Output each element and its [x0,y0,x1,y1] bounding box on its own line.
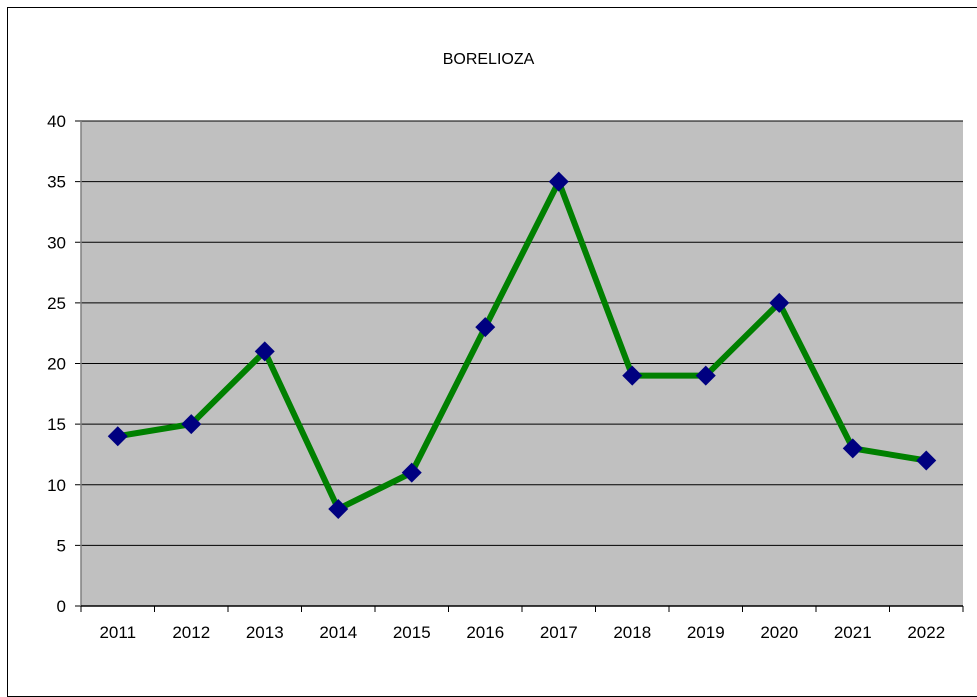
x-tick-label: 2011 [99,623,136,642]
data-point-marker [695,365,716,386]
y-tick-label: 15 [47,415,66,434]
data-point-marker [916,450,937,471]
y-tick-label: 20 [47,355,66,374]
data-point-marker [842,438,863,459]
y-tick-label: 0 [57,597,66,616]
data-point-marker [769,292,790,313]
data-point-marker [181,414,202,435]
data-point-marker [254,341,275,362]
data-point-marker [548,171,569,192]
x-tick-label: 2015 [393,623,431,642]
data-point-marker [622,365,643,386]
chart-title: BORELIOZA [442,51,535,68]
y-tick-label: 40 [47,112,66,131]
x-tick-label: 2022 [907,623,945,642]
y-tick-label: 30 [47,233,66,252]
data-point-marker [401,462,422,483]
series-line [114,178,930,512]
x-tick-label: 2020 [760,623,798,642]
x-tick-label: 2012 [172,623,210,642]
data-point-marker [475,317,496,338]
y-tick-label: 10 [47,476,66,495]
x-tick-label: 2016 [466,623,504,642]
data-point-marker [328,499,349,519]
line-chart: 0 5 10 15 20 25 30 35 40 2011 2012 2013 2014 2015 2016… [47,112,964,642]
y-tick-label: 25 [47,294,66,313]
x-tick-label: 2014 [319,623,357,642]
x-tick-label: 2017 [540,623,578,642]
y-tick-label: 5 [57,536,66,555]
x-tick-label: 2021 [834,623,872,642]
y-tick-label: 35 [47,173,66,192]
x-tick-label: 2018 [613,623,651,642]
x-tick-label: 2013 [246,623,284,642]
x-tick-label: 2019 [687,623,725,642]
data-point-marker [107,426,128,447]
